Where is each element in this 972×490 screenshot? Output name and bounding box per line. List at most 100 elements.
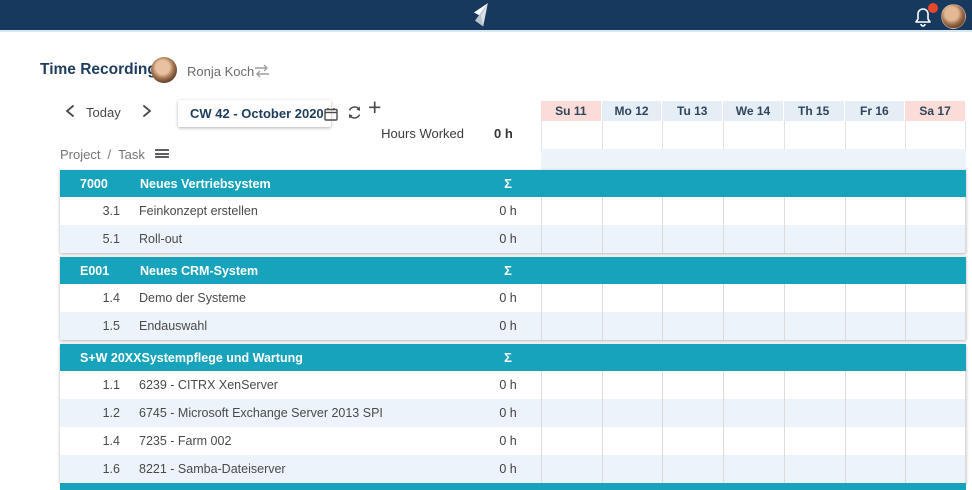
task-number: 1.6 [102,462,120,476]
time-entry-cell[interactable] [601,427,663,455]
task-name[interactable]: Demo der Systeme [139,291,246,305]
time-entry-cell[interactable] [662,371,723,399]
time-entry-cell[interactable] [905,371,966,399]
time-entry-cell[interactable] [723,197,784,225]
time-entry-cell[interactable] [662,427,723,455]
time-entry-cell[interactable] [844,455,906,483]
day-header-su: Su 11 [541,101,602,121]
time-entry-cell[interactable] [541,284,602,312]
time-entry-cell[interactable] [601,371,663,399]
hours-worked-day-cell [783,121,845,149]
project-section: 7000 Neues Vertriebsystem Σ 3.1 Feinkonzept … [60,170,966,253]
time-entry-cell[interactable] [601,197,663,225]
time-entry-cell[interactable] [783,427,845,455]
time-entry-cell[interactable] [541,197,602,225]
task-total-hours: 0 h [499,378,517,392]
task-name[interactable]: 6745 - Microsoft Exchange Server 2013 SP… [139,406,383,420]
time-entry-cell[interactable] [662,197,723,225]
previous-week-button[interactable] [63,104,77,120]
time-entry-cell[interactable] [662,455,723,483]
time-entry-cell[interactable] [601,284,663,312]
task-total-hours: 0 h [499,406,517,420]
task-name[interactable]: 8221 - Samba-Dateiserver [139,462,286,476]
time-entry-cell[interactable] [723,225,784,253]
time-entry-cell[interactable] [662,284,723,312]
time-entry-cell[interactable] [601,312,663,340]
time-entry-cell[interactable] [783,312,845,340]
user-avatar[interactable] [151,57,177,83]
time-entry-cell[interactable] [844,225,906,253]
time-entry-cell[interactable] [844,284,906,312]
task-number: 1.1 [102,378,120,392]
time-entry-cell[interactable] [723,455,784,483]
switch-user-icon[interactable] [252,64,272,78]
time-entry-cell[interactable] [541,225,602,253]
topbar-user-avatar[interactable] [941,4,966,29]
time-entry-cell[interactable] [541,399,602,427]
time-entry-cell[interactable] [905,197,966,225]
time-entry-cell[interactable] [844,399,906,427]
time-entry-cell[interactable] [905,427,966,455]
add-entry-button[interactable]: + [368,94,382,120]
time-entry-cell[interactable] [723,284,784,312]
time-entry-cell[interactable] [662,399,723,427]
time-entry-cell[interactable] [601,399,663,427]
project-header-day-span [541,170,966,197]
project-header-row[interactable]: E001 Neues CRM-System Σ [60,257,966,284]
task-name[interactable]: 6239 - CITRX XenServer [139,378,278,392]
time-entry-cell[interactable] [783,455,845,483]
sum-symbol: Σ [504,263,512,278]
today-button[interactable]: Today [86,105,121,120]
time-entry-cell[interactable] [541,427,602,455]
time-entry-cell[interactable] [905,225,966,253]
time-entry-cell[interactable] [723,312,784,340]
time-entry-cell[interactable] [844,427,906,455]
time-entry-cell[interactable] [905,455,966,483]
task-number: 5.1 [102,232,120,246]
cursor-icon [468,2,496,30]
time-entry-cell[interactable] [905,399,966,427]
time-entry-cell[interactable] [783,225,845,253]
time-entry-cell[interactable] [723,371,784,399]
task-row: 5.1 Roll-out 0 h [60,225,966,253]
time-entry-cell[interactable] [723,399,784,427]
project-header-row[interactable]: 7000 Neues Vertriebsystem Σ [60,170,966,197]
time-entry-cell[interactable] [844,197,906,225]
time-entry-cell[interactable] [783,284,845,312]
time-entry-cell[interactable] [541,312,602,340]
page-title: Time Recording [40,61,157,78]
notifications-bell-icon[interactable] [911,3,939,29]
time-entry-cell[interactable] [905,312,966,340]
task-name[interactable]: Feinkonzept erstellen [139,204,258,218]
time-entry-cell[interactable] [783,399,845,427]
time-entry-cell[interactable] [844,371,906,399]
time-entry-cell[interactable] [601,455,663,483]
task-name[interactable]: Roll-out [139,232,183,246]
list-view-icon[interactable] [154,149,169,160]
project-header-row[interactable]: S+W 20XX Systempflege und Wartung Σ [60,344,966,371]
time-sheet: 7000 Neues Vertriebsystem Σ 3.1 Feinkonzept … [60,170,966,487]
time-entry-cell[interactable] [662,225,723,253]
time-entry-cell[interactable] [783,197,845,225]
task-name[interactable]: Endauswahl [139,319,208,333]
grid-spacer [541,149,966,170]
time-entry-cell[interactable] [662,312,723,340]
time-entry-cell[interactable] [783,371,845,399]
time-entry-cell[interactable] [601,225,663,253]
time-entry-cell[interactable] [844,312,906,340]
task-number: 1.4 [102,434,120,448]
time-entry-cell[interactable] [541,371,602,399]
column-header-row: Project / Task [60,147,169,162]
time-entry-cell[interactable] [723,427,784,455]
time-entry-cell[interactable] [905,284,966,312]
day-header-sa: Sa 17 [905,101,966,121]
task-name[interactable]: 7235 - Farm 002 [139,434,232,448]
refresh-icon[interactable] [346,104,363,121]
next-week-button[interactable] [140,104,154,120]
time-entry-cell[interactable] [541,455,602,483]
project-code: 7000 [80,176,108,191]
task-total-hours: 0 h [499,462,517,476]
week-picker[interactable]: CW 42 - October 2020 [178,100,338,127]
day-header-th: Th 15 [783,101,845,121]
